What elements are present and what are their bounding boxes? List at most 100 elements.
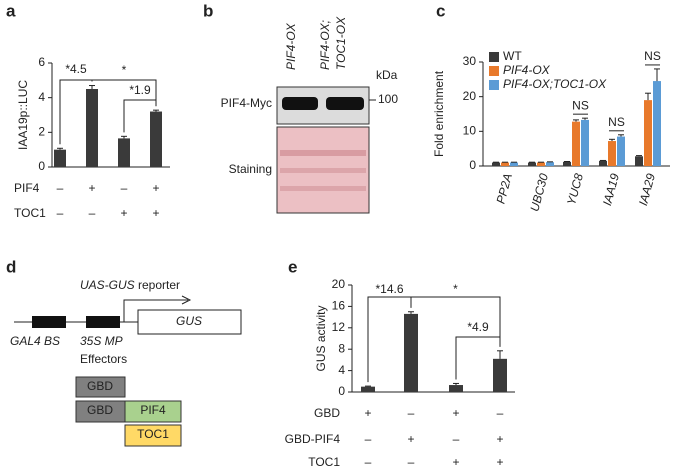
x-tick-label: YUC8	[564, 172, 586, 207]
condition-mark: +	[152, 206, 159, 220]
significance-bracket	[410, 296, 501, 347]
blot: PIF4-OX PIF4-OX; TOC1-OX kDa 100 PIF4-My…	[221, 16, 398, 214]
condition-mark: +	[452, 455, 459, 469]
effector-label: PIF4	[140, 403, 166, 417]
significance-bracket	[123, 99, 157, 133]
legend-swatch	[489, 80, 499, 90]
pif4-box	[124, 400, 182, 423]
condition-mark: –	[365, 432, 372, 446]
bar	[54, 149, 66, 167]
effector-label: GBD	[87, 403, 113, 417]
panel-letter: e	[288, 257, 297, 276]
arrow-head	[181, 295, 192, 305]
element-box	[86, 316, 120, 328]
y-axis-label: IAA19p::LUC	[16, 80, 30, 150]
y-tick-label: 0	[338, 384, 345, 398]
effectors-title: Effectors	[80, 352, 127, 366]
gbd-box	[75, 376, 126, 398]
bar	[537, 162, 545, 166]
legend-swatch	[489, 52, 499, 62]
bar	[118, 138, 130, 167]
condition-mark: +	[364, 406, 371, 420]
condition-mark: –	[408, 455, 415, 469]
condition-mark: +	[452, 406, 459, 420]
condition-mark: +	[120, 206, 127, 220]
condition-mark: –	[497, 406, 504, 420]
legend-label: PIF4-OX;TOC1-OX	[503, 77, 607, 91]
lane-label: TOC1-OX	[334, 16, 348, 70]
lane-label: PIF4-OX;	[318, 20, 332, 70]
condition-mark: +	[152, 181, 159, 195]
significance-label: *	[122, 63, 127, 77]
y-tick-label: 20	[463, 89, 477, 103]
condition-mark: –	[57, 181, 64, 195]
y-tick-label: 0	[469, 158, 476, 172]
condition-label: GBD-PIF4	[285, 432, 341, 446]
condition-label: TOC1	[308, 455, 340, 469]
toc1-box	[124, 424, 182, 447]
x-tick-label: UBC30	[527, 172, 551, 213]
bar	[563, 161, 571, 166]
bar	[150, 111, 162, 167]
y-tick-label: 4	[38, 90, 45, 104]
legend-label: WT	[503, 49, 522, 63]
element-label: GAL4 BS	[10, 334, 60, 348]
panel-letter: c	[436, 1, 445, 20]
significance-label: *1.9	[129, 83, 151, 97]
stain-band	[280, 150, 366, 156]
ns-label: NS	[572, 98, 589, 112]
band	[326, 97, 364, 110]
significance-bracket	[455, 336, 501, 380]
condition-mark: +	[407, 432, 414, 446]
condition-mark: +	[88, 181, 95, 195]
bar	[644, 100, 652, 166]
lane-label: PIF4-OX	[284, 22, 298, 70]
y-axis-label: Fold enrichment	[432, 70, 446, 157]
y-tick-label: 4	[338, 363, 345, 377]
gene-label: GUS	[176, 314, 202, 328]
condition-mark: –	[57, 206, 64, 220]
reporter-label: UAS-GUS	[80, 278, 135, 292]
panel-letter: b	[203, 1, 213, 20]
construct-diagram: UAS-GUS reporter GUS GAL4 BS 35S MP Effe…	[10, 278, 242, 447]
x-tick-label: PP2A	[493, 172, 514, 205]
ns-label: NS	[608, 115, 625, 129]
bar	[449, 385, 463, 392]
condition-mark: +	[496, 432, 503, 446]
band	[282, 97, 318, 110]
legend-label: PIF4-OX	[503, 63, 551, 77]
marker-label: 100	[378, 92, 398, 106]
y-tick-label: 8	[338, 341, 345, 355]
tss-arrow	[123, 299, 188, 322]
bar	[501, 162, 509, 166]
y-tick-label: 2	[38, 125, 45, 139]
effector-label: GBD	[87, 379, 113, 393]
bar	[528, 162, 536, 166]
bar	[617, 136, 625, 166]
bar	[608, 141, 616, 166]
bar	[546, 162, 554, 166]
element-box	[32, 316, 66, 328]
condition-mark: –	[365, 455, 372, 469]
element-label: 35S MP	[80, 334, 123, 348]
gene-box	[137, 309, 242, 335]
bar	[581, 119, 589, 166]
significance-label: *	[453, 282, 458, 296]
row-label: PIF4-Myc	[221, 96, 272, 110]
condition-mark: +	[496, 455, 503, 469]
bar	[86, 89, 98, 167]
bar	[404, 313, 418, 392]
y-tick-label: 20	[332, 277, 346, 291]
condition-label: GBD	[314, 406, 340, 420]
unit-label: kDa	[376, 68, 398, 82]
bar	[572, 121, 580, 166]
significance-label: *4.9	[467, 320, 489, 334]
y-tick-label: 6	[38, 55, 45, 69]
effector-label: TOC1	[137, 427, 169, 441]
x-tick-label: IAA19	[600, 172, 622, 208]
y-tick-label: 10	[463, 124, 477, 138]
legend-swatch	[489, 66, 499, 76]
panel-letter: d	[6, 257, 16, 276]
stain-band	[280, 168, 366, 173]
